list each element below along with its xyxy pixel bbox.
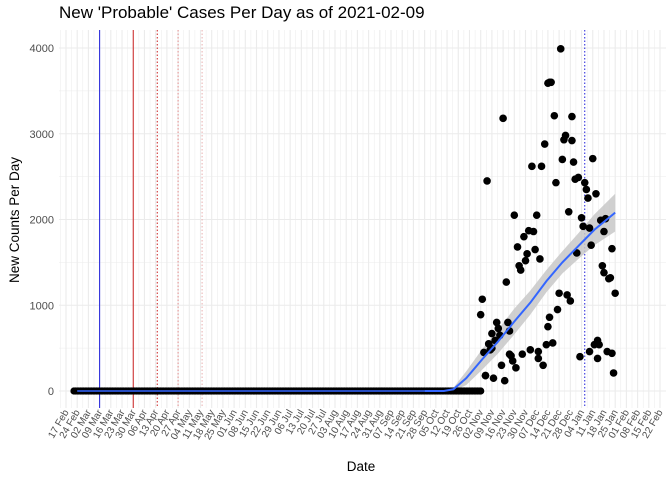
data-point: [478, 295, 487, 304]
data-point: [516, 266, 525, 274]
zero-point: [477, 387, 485, 395]
data-point: [521, 256, 530, 265]
y-tick-label: 0: [48, 386, 54, 398]
data-point: [526, 346, 535, 354]
data-point: [512, 364, 520, 372]
data-point: [497, 361, 506, 370]
data-point: [545, 313, 554, 322]
data-point: [576, 352, 584, 361]
data-point: [502, 278, 511, 286]
data-point: [564, 207, 573, 216]
data-point: [528, 162, 536, 171]
data-point: [593, 354, 602, 363]
data-point: [508, 357, 517, 365]
data-point: [510, 211, 519, 220]
data-point: [582, 185, 591, 194]
data-point: [520, 232, 528, 241]
y-axis-label: New Counts Per Day: [7, 157, 22, 283]
confidence-band: [424, 193, 616, 391]
data-point: [539, 361, 547, 370]
data-point: [504, 318, 512, 327]
data-point: [476, 310, 485, 319]
data-point: [611, 289, 619, 298]
data-point: [553, 305, 562, 314]
data-point: [532, 211, 541, 220]
y-tick-label: 2000: [30, 215, 54, 227]
trend-line: [424, 211, 616, 392]
data-point: [488, 329, 496, 338]
data-point: [563, 291, 571, 299]
data-points: [476, 45, 619, 385]
data-point: [544, 322, 552, 331]
chart-title: New 'Probable' Cases Per Day as of 2021-…: [59, 3, 425, 22]
data-point: [534, 354, 543, 363]
data-point: [513, 243, 522, 251]
data-point: [500, 376, 509, 385]
data-point: [534, 347, 543, 356]
data-point: [588, 154, 597, 163]
data-point: [600, 227, 608, 236]
data-point: [577, 213, 586, 222]
data-point: [523, 250, 531, 258]
grid-lines: [59, 30, 666, 408]
data-point: [608, 244, 616, 253]
data-point: [518, 350, 527, 358]
data-point: [569, 158, 578, 166]
data-point: [536, 255, 544, 263]
data-point: [561, 131, 570, 140]
ci-band: [424, 193, 616, 391]
data-point: [481, 371, 490, 380]
data-point: [585, 347, 594, 356]
data-point: [505, 350, 514, 358]
data-point: [606, 274, 615, 282]
data-point: [574, 173, 583, 182]
data-point: [600, 268, 608, 277]
x-axis-label: Date: [347, 459, 376, 474]
data-point: [609, 369, 618, 377]
data-point: [489, 374, 498, 382]
y-axis-ticks: 0 1000 2000 3000 4000: [30, 43, 54, 398]
data-point: [558, 155, 567, 164]
data-point: [552, 178, 560, 187]
data-point: [499, 114, 507, 123]
data-point: [587, 241, 595, 250]
zero-series: [70, 387, 485, 395]
data-point: [483, 177, 491, 185]
data-point: [556, 45, 565, 53]
data-point: [598, 262, 607, 270]
trend-curve: [424, 211, 616, 392]
data-point: [580, 178, 589, 187]
data-point: [584, 194, 592, 202]
data-point: [550, 111, 559, 120]
data-point: [548, 339, 557, 347]
data-point: [593, 336, 602, 345]
y-tick-label: 1000: [30, 300, 54, 312]
data-point: [537, 162, 546, 171]
data-point: [568, 136, 576, 145]
data-point: [540, 140, 549, 148]
data-point: [492, 318, 501, 327]
data-point: [579, 222, 587, 231]
data-point: [531, 245, 539, 254]
data-point: [608, 349, 616, 358]
reference-lines: [99, 30, 586, 408]
y-tick-label: 4000: [30, 43, 54, 55]
data-point: [542, 340, 551, 349]
data-point: [555, 289, 563, 298]
data-point: [566, 297, 575, 305]
data-point: [494, 324, 503, 333]
y-tick-label: 3000: [30, 129, 54, 141]
data-point: [585, 224, 594, 232]
data-point: [592, 189, 600, 198]
data-point: [568, 112, 576, 121]
data-point: [529, 227, 538, 236]
data-point: [601, 214, 610, 223]
data-point: [545, 78, 554, 87]
